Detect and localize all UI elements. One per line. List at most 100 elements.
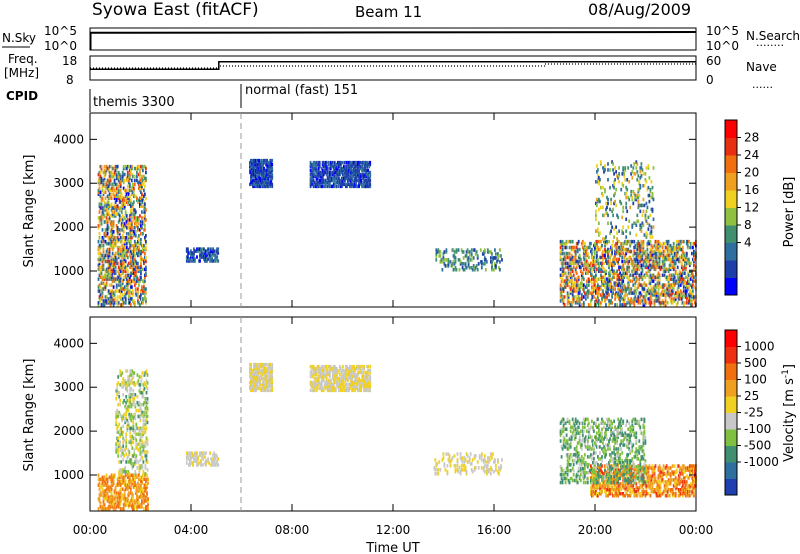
velocity-points-cell-0-13-16	[110, 475, 113, 479]
noise-right-tick-bottom: 10^0	[706, 39, 739, 53]
velocity-points-cell-1-2-17	[117, 438, 120, 442]
power-points-cell-5-100-30	[660, 243, 663, 248]
power-points-cell-6-43-25	[638, 187, 641, 192]
velocity-points-cell-1-2-24	[117, 424, 120, 429]
power-points-cell-0-25-29	[122, 245, 125, 250]
velocity-points-cell-0-10-6	[107, 495, 110, 499]
power-points-cell-5-122-5	[682, 293, 685, 297]
power-points-cell-0-21-62	[118, 180, 121, 185]
velocity-points-cell-1-27-24	[142, 424, 145, 429]
power-points-cell-5-15-21	[574, 261, 577, 266]
power-points-cell-5-97-10	[657, 283, 660, 287]
power-points-cell-5-116-27	[676, 249, 679, 254]
velocity-points-cell-0-6-2	[103, 503, 106, 507]
power-points-cell-0-4-19	[101, 265, 104, 270]
power-points-cell-0-23-47	[120, 210, 123, 214]
power-points-cell-0-14-22	[111, 259, 114, 264]
power-points-cell-0-47-2	[145, 299, 147, 303]
power-points-cell-3-6-10	[315, 164, 318, 169]
power-points-cell-0-46-4	[144, 295, 146, 299]
velocity-points-cell-0-25-6	[122, 495, 125, 499]
velocity-points-cell-0-22-8	[119, 491, 122, 495]
power-points-cell-5-51-18	[611, 267, 613, 272]
velocity-points-cell-3-1-11	[250, 366, 252, 371]
power-points-cell-5-16-12	[575, 279, 578, 283]
power-points-cell-3-15-12	[324, 160, 327, 165]
power-points-cell-5-99-19	[659, 265, 662, 270]
power-points-cell-5-66-31	[626, 241, 629, 246]
power-points-cell-5-125-14	[685, 275, 688, 279]
power-points-cell-0-42-54	[140, 196, 142, 200]
power-points-cell-2-19-1	[268, 182, 271, 187]
velocity-points-cell-1-13-48	[128, 377, 131, 381]
velocity-points-cell-1-17-26	[132, 420, 135, 425]
velocity-points-cell-0-6-7	[103, 493, 106, 497]
velocity-points-cell-1-17-35	[132, 402, 135, 407]
velocity-points-cell-1-22-6	[137, 460, 140, 464]
power-points-cell-0-44-61	[142, 182, 144, 187]
power-points-cell-5-106-1	[666, 301, 669, 305]
power-points-cell-3-16-12	[325, 160, 328, 165]
velocity-points-cell-3-5-10	[254, 368, 256, 373]
velocity-points-cell-0-14-12	[111, 483, 114, 487]
power-points-cell-4-42-9	[475, 250, 478, 254]
power-points-cell-0-35-35	[132, 234, 135, 238]
power-points-cell-0-0-44	[97, 216, 100, 220]
power-points-cell-6-39-8	[634, 221, 637, 225]
power-points-cell-4-38-0	[471, 268, 474, 272]
velocity-points-cell-0-15-6	[112, 495, 115, 499]
power-points-cell-2-3-8	[252, 168, 254, 173]
freq-series	[90, 61, 696, 70]
power-points-cell-5-22-20	[581, 263, 584, 268]
power-points-cell-5-112-24	[672, 255, 675, 260]
power-points-cell-1-14-6	[200, 247, 202, 251]
power-points-cell-5-81-30	[641, 243, 644, 248]
power-points-cell-1-7-1	[193, 257, 195, 261]
power-points-cell-0-14-49	[111, 206, 114, 210]
power-points-cell-5-115-12	[675, 279, 678, 283]
power-points-cell-5-112-13	[672, 277, 675, 281]
power-points-cell-3-2-3	[311, 178, 314, 183]
power-points-cell-3-47-11	[357, 162, 359, 167]
power-points-cell-3-58-0	[368, 184, 371, 189]
velocity-points-cell-1-17-49	[132, 375, 135, 379]
power-points-cell-2-18-6	[267, 172, 270, 177]
velocity-points-cell-0-43-9	[141, 489, 143, 493]
power-points-cell-0-35-55	[132, 194, 135, 198]
velocity-points-cell-1-14-6	[129, 460, 132, 464]
power-points-cell-5-117-3	[677, 297, 680, 301]
power-points-cell-0-22-17	[119, 269, 122, 273]
power-points-cell-0-7-42	[104, 220, 107, 224]
power-points-cell-5-78-29	[638, 245, 641, 250]
power-points-cell-0-15-9	[112, 285, 115, 289]
power-points-cell-0-8-50	[105, 204, 108, 208]
power-points-cell-5-99-31	[659, 241, 662, 246]
velocity-points-cell-1-30-26	[145, 420, 148, 425]
power-points-cell-6-54-1	[649, 235, 652, 239]
power-points-cell-5-15-23	[574, 257, 577, 262]
power-points-cell-6-9-25	[604, 187, 606, 192]
power-points-cell-0-29-55	[126, 194, 129, 198]
power-points-cell-5-62-20	[622, 263, 625, 268]
power-points-cell-6-7-26	[602, 185, 604, 190]
velocity-points-cell-0-36-3	[133, 501, 136, 505]
power-points-cell-0-35-2	[132, 299, 135, 303]
power-points-cell-5-70-23	[630, 257, 633, 262]
power-points-cell-0-47-28	[145, 247, 147, 252]
power-points-cell-5-7-14	[566, 275, 569, 279]
velocity-points-cell-1-22-15	[137, 442, 140, 446]
power-points-cell-5-74-17	[634, 269, 637, 273]
power-points-cell-6-16-14	[611, 209, 613, 214]
velocity-points-cell-3-1-8	[250, 372, 252, 377]
power-points-cell-5-6-32	[565, 239, 568, 244]
power-points-cell-5-23-13	[582, 277, 585, 281]
power-points-cell-3-35-0	[345, 184, 347, 189]
power-points-cell-3-29-8	[339, 168, 341, 173]
power-points-cell-5-45-23	[605, 257, 607, 262]
power-points-cell-5-111-10	[671, 283, 674, 287]
power-points-cell-5-18-21	[577, 261, 580, 266]
velocity-points-cell-2-22-1	[208, 461, 210, 465]
power-points-cell-0-8-60	[105, 184, 108, 189]
power-points-cell-5-23-7	[582, 289, 585, 293]
power-points-cell-3-4-12	[313, 160, 316, 165]
